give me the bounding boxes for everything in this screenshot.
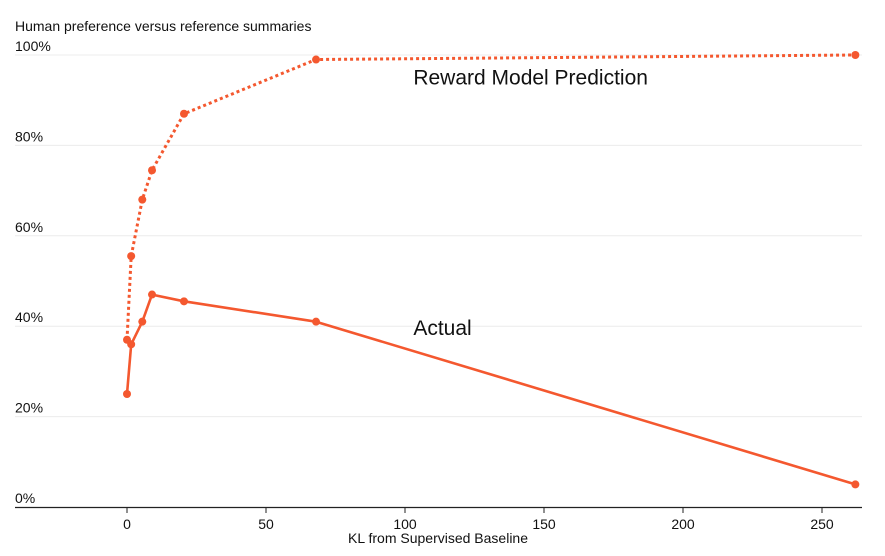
x-tick-label: 0 bbox=[123, 516, 131, 532]
data-point-reward-model-prediction bbox=[851, 51, 860, 59]
data-point-reward-model-prediction bbox=[138, 195, 147, 204]
series-layer bbox=[123, 51, 860, 489]
x-axis: 0 50 100 150 200 250 bbox=[15, 506, 862, 532]
y-tick-label: 60% bbox=[15, 219, 43, 235]
chart-title: Human preference versus reference summar… bbox=[15, 18, 311, 34]
x-axis-label: KL from Supervised Baseline bbox=[348, 530, 528, 546]
x-tick-label: 50 bbox=[258, 516, 274, 532]
data-point-actual bbox=[312, 317, 321, 326]
series-line-reward-model-prediction bbox=[125, 53, 856, 340]
data-point-actual bbox=[179, 297, 188, 306]
data-point-reward-model-prediction bbox=[148, 166, 157, 175]
y-tick-label: 20% bbox=[15, 400, 43, 416]
grid-lines bbox=[15, 54, 862, 418]
x-tick-label: 250 bbox=[810, 516, 834, 532]
annotations: Reward Model Prediction Actual bbox=[413, 66, 648, 340]
data-point-reward-model-prediction bbox=[127, 252, 136, 261]
y-tick-label: 80% bbox=[15, 128, 43, 144]
data-point-reward-model-prediction bbox=[312, 55, 321, 64]
y-tick-label: 100% bbox=[15, 38, 51, 54]
x-tick-label: 150 bbox=[532, 516, 556, 532]
series-annotation: Actual bbox=[413, 317, 471, 340]
data-point-actual bbox=[851, 480, 860, 489]
y-axis-tick-labels: 0% 20% 40% 60% 80% 100% bbox=[15, 38, 51, 506]
series-line-actual bbox=[125, 293, 856, 486]
data-point-reward-model-prediction bbox=[179, 109, 188, 118]
series-annotation: Reward Model Prediction bbox=[413, 66, 648, 89]
y-tick-label: 40% bbox=[15, 309, 43, 325]
x-tick-label: 200 bbox=[671, 516, 695, 532]
data-point-actual bbox=[127, 340, 136, 349]
data-point-actual bbox=[138, 317, 147, 326]
data-point-actual bbox=[123, 390, 131, 398]
y-tick-label: 0% bbox=[15, 490, 35, 506]
x-tick-label: 100 bbox=[393, 516, 417, 532]
data-point-actual bbox=[148, 290, 157, 299]
